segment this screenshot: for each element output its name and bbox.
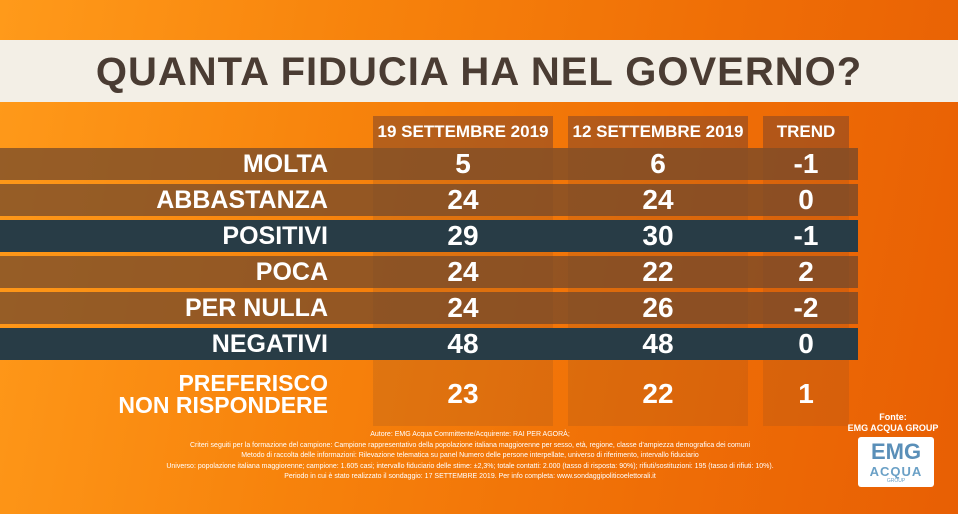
footnote-line: Periodo in cui è stato realizzato il son…	[284, 473, 656, 480]
value-12-sept: 26	[642, 292, 674, 323]
methodology-footnote: Autore: EMG Acqua Committente/Acquirente…	[150, 430, 790, 483]
row-label-line1: PREFERISCO	[178, 370, 328, 396]
table-row-per-nulla: PER NULLA 24 26 -2	[0, 292, 858, 324]
column-header-date1: 19 SETTEMBRE 2019	[373, 116, 553, 148]
row-label-line2: NON RISPONDERE	[118, 392, 328, 418]
value-19-sept: 23	[447, 378, 479, 409]
source-label: Fonte:	[879, 412, 907, 422]
value-12-sept: 22	[642, 256, 674, 287]
value-19-sept: 24	[447, 292, 479, 323]
row-label: ABBASTANZA	[156, 186, 328, 214]
table-row-preferisco-non-rispondere: PREFERISCO NON RISPONDERE 23 22 1	[0, 368, 858, 420]
value-trend: 0	[798, 184, 814, 215]
row-label: POCA	[255, 258, 328, 286]
table-row-abbastanza: ABBASTANZA 24 24 0	[0, 184, 858, 216]
column-header-trend: TREND	[763, 116, 849, 148]
title-band	[0, 40, 958, 102]
value-trend: 1	[798, 378, 814, 409]
row-label: POSITIVI	[222, 222, 328, 250]
table-row-molta: MOLTA 5 6 -1	[0, 148, 858, 180]
value-19-sept: 5	[455, 148, 471, 179]
source-name: EMG ACQUA GROUP	[847, 423, 939, 433]
value-19-sept: 48	[447, 328, 479, 359]
logo-small-text: GROUP	[886, 478, 906, 484]
column-header-date2: 12 SETTEMBRE 2019	[568, 116, 748, 148]
value-12-sept: 48	[642, 328, 674, 359]
value-19-sept: 24	[447, 184, 479, 215]
row-label: PER NULLA	[184, 294, 328, 322]
footnote-line: Metodo di raccolta delle informazioni: R…	[241, 452, 699, 459]
row-label: NEGATIVI	[211, 330, 328, 358]
footnote-line: Criteri seguiti per la formazione del ca…	[189, 441, 751, 449]
footnote-line: Autore: EMG Acqua Committente/Acquirente…	[370, 431, 570, 438]
value-19-sept: 29	[447, 220, 479, 251]
logo-sub-text: ACQUA	[869, 464, 923, 479]
value-12-sept: 24	[642, 184, 674, 215]
table-row-negativi: NEGATIVI 48 48 0	[0, 328, 858, 360]
emg-acqua-logo: EMG ACQUA GROUP	[858, 437, 934, 487]
value-trend: 2	[798, 256, 814, 287]
value-trend: 0	[798, 328, 814, 359]
value-12-sept: 6	[650, 148, 666, 179]
table-row-poca: POCA 24 22 2	[0, 256, 858, 288]
value-12-sept: 22	[642, 378, 674, 409]
row-label: MOLTA	[242, 150, 328, 178]
source-credit: Fonte: EMG ACQUA GROUP	[833, 412, 953, 434]
footnote-line: Universo: popolazione italiana maggioren…	[166, 462, 774, 470]
page-title: QUANTA FIDUCIA HA NEL GOVERNO?	[95, 50, 863, 94]
table-row-positivi: POSITIVI 29 30 -1	[0, 220, 858, 252]
value-trend: -1	[793, 220, 819, 251]
value-trend: -1	[793, 148, 819, 179]
logo-main-text: EMG	[870, 439, 922, 464]
value-12-sept: 30	[642, 220, 674, 251]
value-trend: -2	[793, 292, 819, 323]
row-label: PREFERISCO NON RISPONDERE	[0, 370, 328, 418]
value-19-sept: 24	[447, 256, 479, 287]
